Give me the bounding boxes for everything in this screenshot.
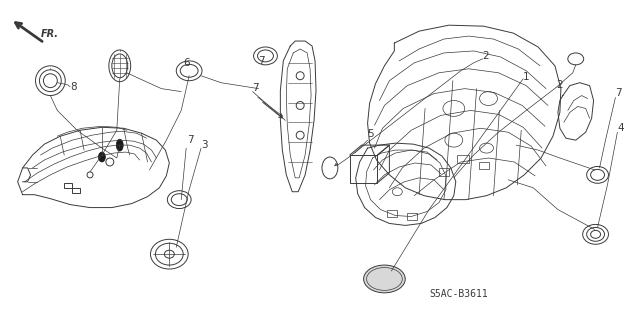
Text: 7: 7 [259, 56, 265, 66]
Text: 7: 7 [253, 83, 259, 93]
Text: 2: 2 [483, 51, 489, 61]
Text: FR.: FR. [40, 29, 58, 39]
Ellipse shape [99, 152, 106, 162]
Ellipse shape [364, 265, 405, 293]
Text: 1: 1 [524, 72, 530, 82]
Text: 7: 7 [187, 135, 194, 145]
Text: 3: 3 [201, 140, 207, 150]
Bar [479, 162, 488, 169]
Bar [349, 155, 378, 183]
Bar [72, 188, 80, 193]
Text: 8: 8 [70, 82, 77, 92]
Text: 5: 5 [367, 129, 374, 139]
Ellipse shape [116, 139, 124, 151]
Bar [457, 155, 468, 163]
Bar [407, 212, 417, 220]
Text: 7: 7 [616, 88, 622, 98]
Text: S5AC-B3611: S5AC-B3611 [429, 289, 488, 299]
Text: 6: 6 [183, 58, 190, 68]
Bar [439, 168, 449, 176]
Bar [387, 210, 397, 218]
Bar [64, 183, 72, 188]
Text: 2: 2 [556, 80, 563, 90]
Text: 4: 4 [618, 123, 624, 133]
